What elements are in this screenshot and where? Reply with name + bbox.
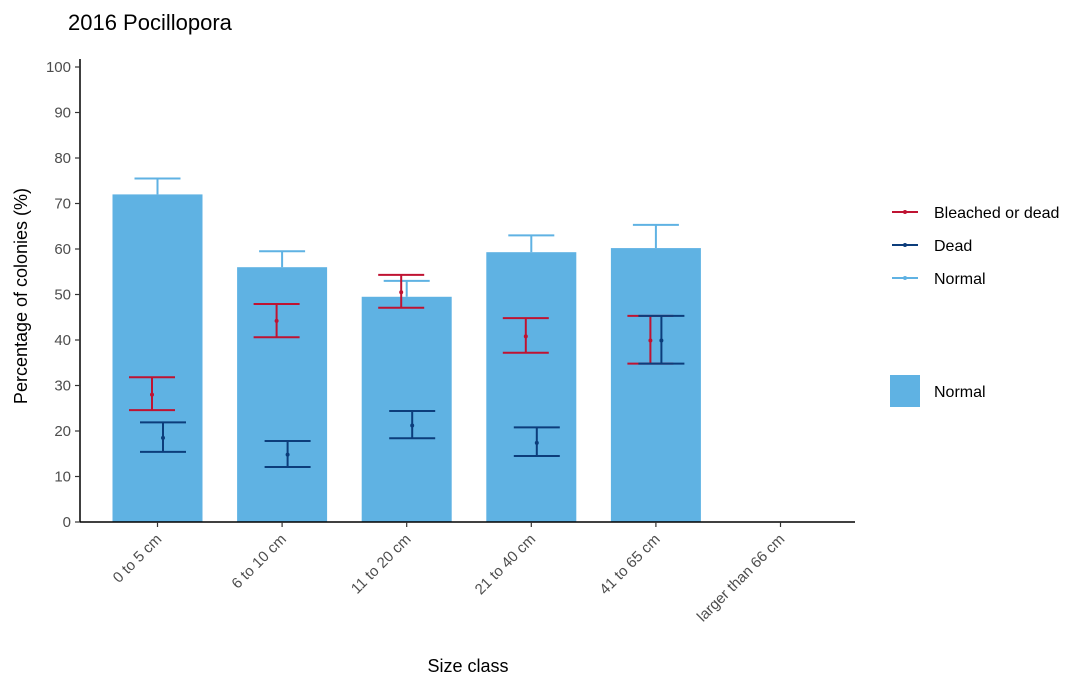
y-tick-label-7: 70 bbox=[54, 196, 71, 213]
x-tick-label-4: 41 to 65 cm bbox=[596, 531, 663, 598]
x-tick-label-1: 6 to 10 cm bbox=[228, 531, 290, 593]
legend-key-point-2 bbox=[903, 276, 907, 280]
y-tick-label-5: 50 bbox=[54, 287, 71, 304]
point-bleached-or-dead-2 bbox=[399, 290, 404, 295]
point-bleached-or-dead-4 bbox=[648, 338, 653, 343]
x-tick-label-0: 0 to 5 cm bbox=[110, 531, 166, 587]
legend-key-fill-0 bbox=[890, 375, 920, 407]
y-tick-label-1: 10 bbox=[54, 469, 71, 486]
point-bleached-or-dead-0 bbox=[150, 392, 154, 397]
y-tick-label-3: 30 bbox=[54, 378, 71, 395]
y-tick-label-0: 0 bbox=[63, 514, 71, 531]
y-tick-label-10: 100 bbox=[46, 59, 71, 76]
x-axis-title: Size class bbox=[427, 656, 508, 676]
point-bleached-or-dead-1 bbox=[274, 318, 279, 323]
chart-title: 2016 Pocillopora bbox=[68, 10, 233, 35]
bar-normal-3 bbox=[486, 252, 577, 522]
point-dead-3 bbox=[534, 440, 539, 445]
bars-layer bbox=[112, 194, 701, 522]
y-tick-label-4: 40 bbox=[54, 332, 71, 349]
legend-key-point-0 bbox=[903, 210, 907, 214]
legend-label-line-0: Bleached or dead bbox=[934, 205, 1059, 222]
point-dead-2 bbox=[410, 423, 415, 428]
y-axis-title: Percentage of colonies (%) bbox=[11, 188, 31, 404]
x-tick-label-2: 11 to 20 cm bbox=[348, 531, 415, 598]
bar-normal-4 bbox=[610, 248, 701, 522]
legend: Bleached or dead Dead Normal Normal bbox=[890, 205, 1059, 407]
y-tick-label-2: 20 bbox=[54, 423, 71, 440]
y-tick-label-9: 90 bbox=[54, 105, 71, 122]
legend-label-fill-0: Normal bbox=[934, 384, 986, 401]
point-dead-0 bbox=[161, 435, 165, 440]
bar-normal-0 bbox=[112, 194, 203, 522]
y-tick-label-6: 60 bbox=[54, 241, 71, 258]
bar-normal-2 bbox=[361, 296, 452, 522]
bar-normal-1 bbox=[237, 267, 328, 522]
point-dead-1 bbox=[285, 452, 290, 457]
legend-label-line-2: Normal bbox=[934, 271, 986, 288]
x-tick-label-3: 21 to 40 cm bbox=[472, 531, 539, 598]
legend-key-point-1 bbox=[903, 243, 907, 247]
legend-label-line-1: Dead bbox=[934, 238, 972, 255]
x-tick-label-5: larger than 66 cm bbox=[694, 531, 789, 626]
y-tick-label-8: 80 bbox=[54, 150, 71, 167]
errorbars-layer bbox=[129, 177, 685, 468]
point-bleached-or-dead-3 bbox=[523, 334, 528, 339]
point-dead-4 bbox=[659, 338, 664, 343]
